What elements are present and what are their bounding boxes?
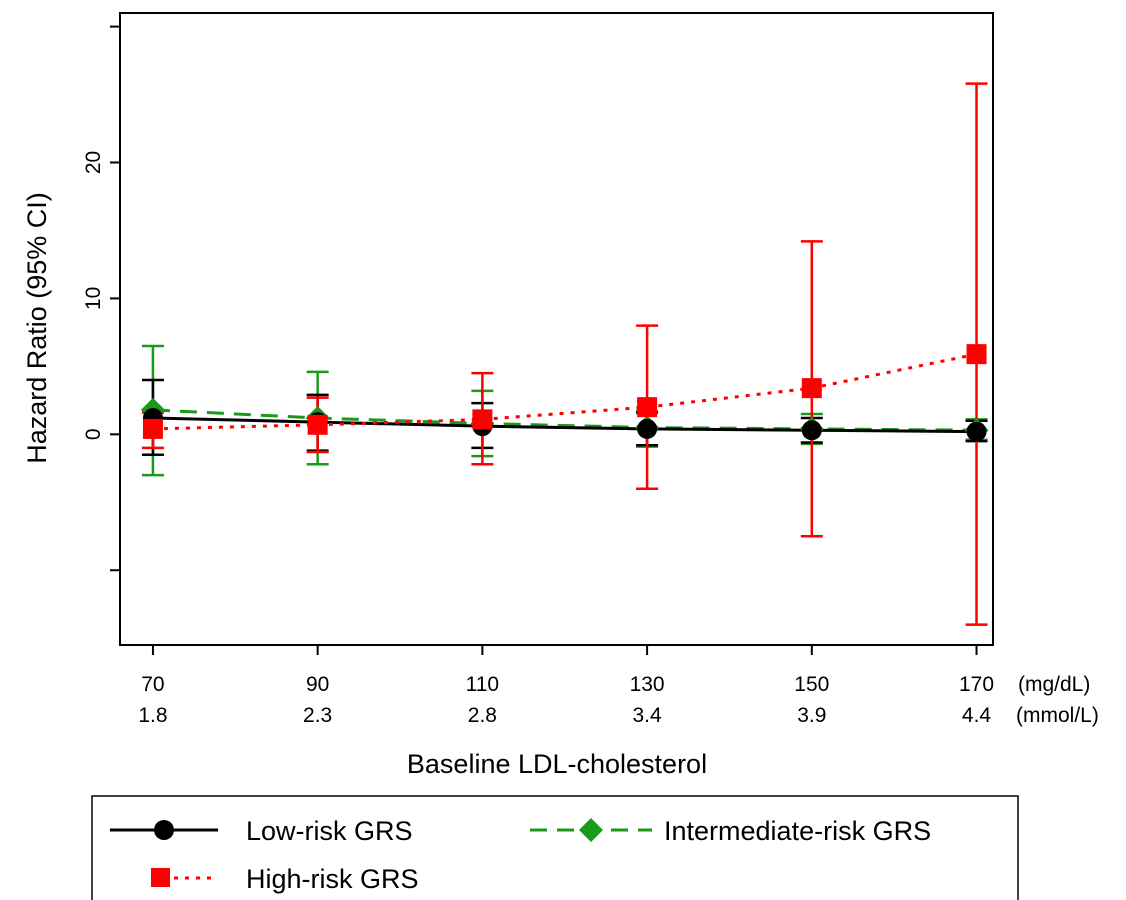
legend-label-intermediate-risk: Intermediate-risk GRS: [664, 816, 931, 846]
x-tick-label: 70: [141, 673, 164, 696]
legend-frame: [91, 795, 1019, 900]
legend-marker-intermediate-risk: [579, 818, 603, 842]
plot-layer: [140, 82, 989, 626]
y-tick-label: 10: [82, 287, 105, 310]
data-point: [801, 420, 822, 441]
x-unit-secondary: (mmol/L): [1016, 704, 1099, 727]
x-tick-label: 110: [466, 673, 499, 696]
y-axis-title: Hazard Ratio (95% CI): [22, 192, 52, 464]
series-line-low-risk-grs: [152, 416, 977, 434]
x-tick-label-secondary: 3.4: [632, 704, 662, 727]
data-point: [637, 418, 658, 439]
x-tick-label: 130: [630, 673, 665, 696]
data-point: [142, 418, 163, 439]
error-bars-intermediate-risk-grs: [141, 344, 988, 477]
data-point: [307, 414, 328, 435]
x-tick-label-secondary: 2.8: [468, 704, 497, 727]
series-line-high-risk-grs: [152, 352, 977, 431]
x-axis: 70 1.8 90 2.3 110 2.8 130 3.4 150 3.9 170 4.4: [138, 645, 994, 727]
x-tick-label: 150: [794, 673, 829, 696]
data-point: [637, 397, 658, 418]
legend: Low-risk GRS Intermediate-risk GRS High-…: [91, 795, 1019, 900]
data-point: [966, 344, 987, 365]
legend-marker-high-risk: [151, 868, 170, 887]
error-bars-high-risk-grs: [141, 82, 988, 626]
data-point: [472, 409, 493, 430]
legend-label-high-risk: High-risk GRS: [246, 864, 419, 894]
data-point: [801, 378, 822, 399]
x-tick-label: 170: [959, 673, 994, 696]
y-tick-label: 0: [82, 428, 105, 440]
plot-frame: [119, 12, 994, 646]
x-unit-primary: (mg/dL): [1018, 673, 1090, 696]
y-tick-label: 20: [82, 151, 105, 174]
x-tick-label-secondary: 3.9: [797, 704, 826, 727]
x-tick-label-secondary: 4.4: [962, 704, 992, 727]
error-bars-low-risk-grs: [141, 378, 988, 456]
y-axis: 0 10 20: [82, 25, 120, 572]
data-point: [966, 421, 987, 442]
markers-high-risk-grs: [142, 344, 987, 439]
x-tick-label-secondary: 1.8: [138, 704, 167, 727]
legend-label-low-risk: Low-risk GRS: [246, 816, 413, 846]
legend-marker-low-risk: [154, 820, 174, 840]
x-axis-title: Baseline LDL-cholesterol: [407, 749, 707, 779]
x-tick-label-secondary: 2.3: [303, 704, 332, 727]
x-tick-label: 90: [306, 673, 329, 696]
